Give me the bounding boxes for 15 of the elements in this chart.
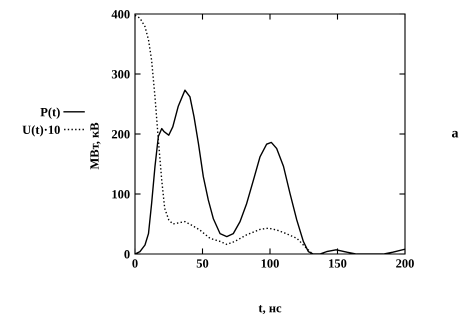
y-axis-title: МВт, кВ xyxy=(90,122,101,170)
legend-label: U(t)·10 xyxy=(22,125,60,137)
x-tick-label: 0 xyxy=(132,259,138,268)
x-tick-label: 50 xyxy=(196,259,208,268)
y-tick-label: 200 xyxy=(112,130,130,138)
y-tick-label: 300 xyxy=(112,70,130,78)
y-tick-label: 400 xyxy=(112,10,130,18)
x-tick-label: 100 xyxy=(262,259,279,268)
x-tick-label: 200 xyxy=(396,259,414,268)
y-tick-label: 0 xyxy=(124,250,130,258)
x-axis-title: t, нс xyxy=(258,305,282,314)
x-tick-label: 150 xyxy=(329,259,346,268)
text: a xyxy=(452,130,458,138)
y-tick-label: 100 xyxy=(112,190,130,198)
legend-label: P(t) xyxy=(40,108,60,119)
